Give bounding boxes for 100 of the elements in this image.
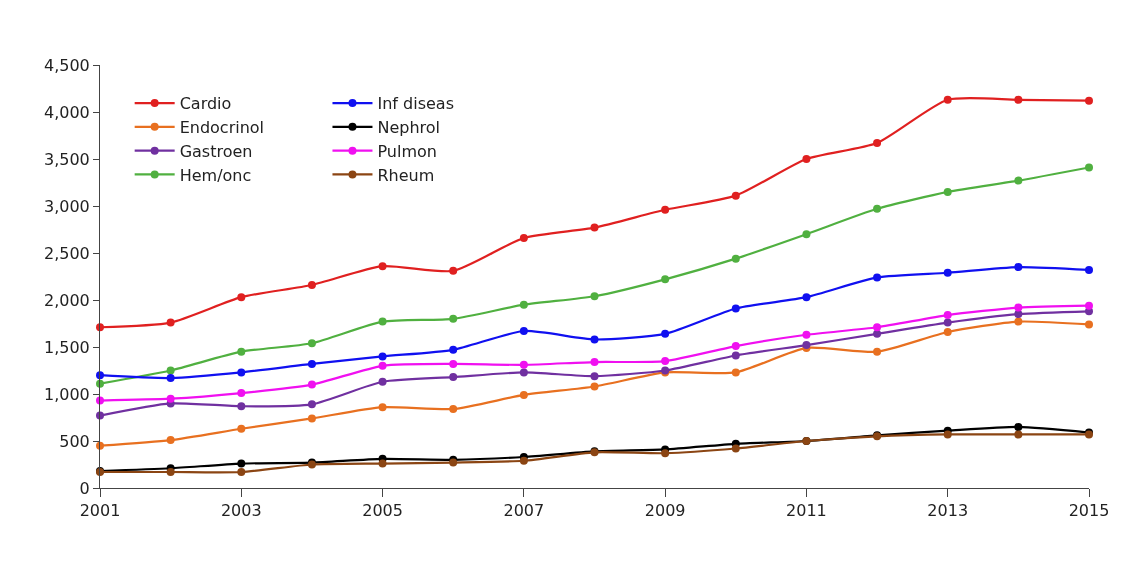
point — [519, 360, 528, 369]
x-tick-label: 2001 — [79, 501, 121, 521]
point — [307, 414, 316, 423]
legend-label: Hem/onc — [179, 165, 252, 185]
point — [237, 459, 246, 468]
y-tick-label: 500 — [59, 431, 90, 451]
x-tick-label: 2005 — [362, 501, 403, 521]
point — [590, 372, 599, 381]
point — [1014, 317, 1023, 326]
legend-label: Rheum — [377, 165, 435, 185]
point — [449, 314, 458, 323]
point — [378, 459, 387, 468]
point — [1085, 96, 1093, 105]
point — [307, 280, 316, 289]
point — [731, 368, 740, 377]
point — [449, 405, 458, 414]
point — [449, 345, 458, 354]
point — [590, 292, 599, 301]
x-tick-label: 2013 — [927, 501, 969, 521]
point — [943, 318, 952, 327]
point — [731, 351, 740, 360]
point — [1014, 422, 1023, 431]
point — [307, 400, 316, 409]
point — [661, 357, 670, 366]
y-tick-label: 1,500 — [43, 337, 90, 357]
point — [661, 205, 670, 214]
y-tick-label: 0 — [79, 478, 90, 498]
point — [307, 359, 316, 368]
legend-label: Endocrinol — [179, 118, 265, 138]
point — [731, 342, 740, 351]
point — [96, 396, 104, 405]
point — [1085, 320, 1093, 329]
point — [590, 335, 599, 344]
point — [519, 300, 528, 309]
x-tick-label: 2007 — [503, 501, 545, 521]
y-tick-label: 2,500 — [43, 243, 90, 263]
point — [943, 327, 952, 336]
point — [166, 374, 175, 383]
point — [519, 456, 528, 465]
point — [449, 266, 458, 275]
point — [96, 323, 104, 332]
y-tick-label: 2,000 — [43, 290, 90, 310]
point — [307, 339, 316, 348]
point — [590, 358, 599, 367]
point — [873, 139, 882, 148]
point — [237, 402, 246, 411]
point — [519, 368, 528, 377]
point — [802, 230, 811, 239]
x-tick-label: 2009 — [644, 501, 686, 521]
point — [802, 330, 811, 339]
point — [873, 329, 882, 338]
point — [943, 430, 952, 439]
y-tick-label: 1,000 — [43, 384, 90, 404]
point — [873, 273, 882, 282]
point — [943, 187, 952, 196]
x-tick-label: 2003 — [220, 501, 262, 521]
point — [1085, 265, 1093, 274]
point — [1085, 301, 1093, 310]
point — [943, 311, 952, 320]
point — [1014, 303, 1023, 312]
point — [661, 275, 670, 284]
point — [519, 390, 528, 399]
legend-label: Cardio — [179, 94, 232, 114]
point — [731, 444, 740, 453]
y-tick-label: 4,500 — [43, 55, 90, 75]
point — [943, 268, 952, 277]
point — [96, 411, 104, 420]
point — [519, 327, 528, 336]
point — [237, 424, 246, 433]
point — [237, 293, 246, 302]
point — [378, 361, 387, 370]
point — [378, 377, 387, 386]
point — [449, 373, 458, 382]
point — [802, 155, 811, 163]
point — [661, 329, 670, 338]
point — [449, 359, 458, 368]
point — [237, 389, 246, 398]
legend-label: Inf diseas — [377, 94, 454, 114]
point — [873, 204, 882, 213]
point — [1014, 310, 1023, 319]
legend-label: Nephrol — [377, 118, 441, 138]
point — [237, 347, 246, 356]
point — [378, 403, 387, 412]
point — [943, 95, 952, 104]
point — [307, 380, 316, 389]
point — [802, 293, 811, 302]
point — [237, 368, 246, 377]
point — [590, 223, 599, 232]
point — [873, 347, 882, 356]
point — [873, 323, 882, 332]
y-tick-label: 4,000 — [43, 102, 90, 122]
point — [1014, 176, 1023, 185]
legend-label: Pulmon — [377, 141, 437, 161]
legend-label: Gastroen — [179, 141, 253, 161]
point — [590, 382, 599, 391]
point — [166, 436, 175, 445]
x-tick-label: 2015 — [1068, 501, 1110, 521]
y-tick-label: 3,500 — [43, 149, 90, 169]
point — [1014, 430, 1023, 439]
point — [378, 352, 387, 361]
